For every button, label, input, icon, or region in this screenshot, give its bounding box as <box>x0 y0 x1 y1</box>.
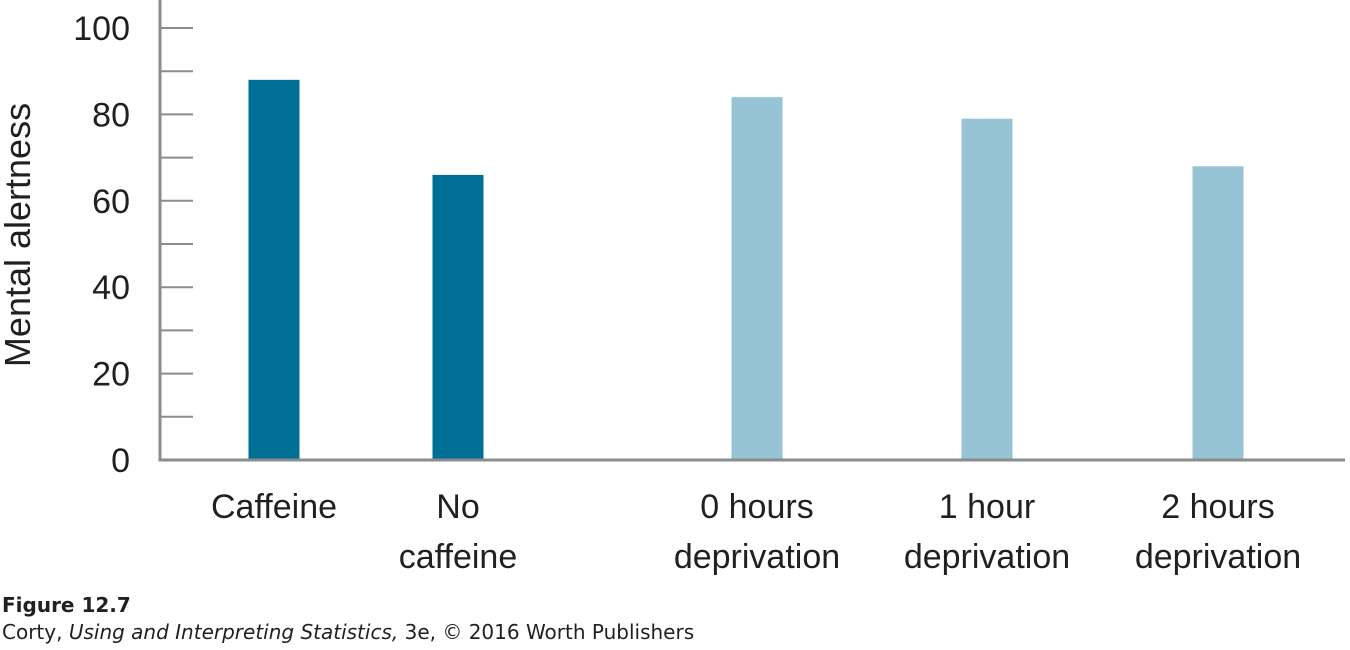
x-category-label-line: 0 hours <box>700 488 813 526</box>
credit-author: Corty, <box>2 620 69 644</box>
y-tick-label: 20 <box>92 356 130 394</box>
bar <box>1192 166 1244 461</box>
x-category-label: 0 hours deprivation <box>674 488 840 576</box>
bar <box>961 118 1013 460</box>
bar <box>248 79 300 460</box>
bars <box>248 79 1244 461</box>
y-tick-label: 100 <box>73 10 130 48</box>
x-category-label: 1 hour deprivation <box>904 488 1070 576</box>
y-axis-title: Mental alertness <box>0 103 38 367</box>
credit-book-title: Using and Interpreting Statistics, <box>68 620 399 644</box>
y-tick-label: 0 <box>111 442 130 480</box>
x-category-label-line: 1 hour <box>939 488 1035 526</box>
figure-caption: Figure 12.7 Corty, Using and Interpretin… <box>2 592 694 646</box>
y-tick-label: 80 <box>92 96 130 134</box>
bar <box>731 97 783 461</box>
x-category-label: Caffeine <box>211 488 337 526</box>
bar-chart: 0 20 40 60 80 100 Caffeine No caffeine 0 hours de… <box>0 0 1345 576</box>
x-category-label-line: deprivation <box>674 538 840 576</box>
y-tick-label: 60 <box>92 183 130 221</box>
x-category-label-line: deprivation <box>1135 538 1301 576</box>
x-category-label-line: caffeine <box>399 538 517 576</box>
x-category-label-line: deprivation <box>904 538 1070 576</box>
x-category-label-line: Caffeine <box>211 488 337 526</box>
x-category-label-line: No <box>436 488 479 526</box>
x-category-label-line: 2 hours <box>1161 488 1274 526</box>
bar <box>432 174 484 460</box>
y-tick-label: 40 <box>92 269 130 307</box>
figure-credit: Corty, Using and Interpreting Statistics… <box>2 618 694 646</box>
y-axis-ticks: 0 20 40 60 80 100 <box>73 10 193 480</box>
figure-label: Figure 12.7 <box>2 593 131 617</box>
x-category-label: 2 hours deprivation <box>1135 488 1301 576</box>
credit-edition: 3e, © 2016 Worth Publishers <box>398 620 695 644</box>
x-category-label: No caffeine <box>399 488 517 576</box>
